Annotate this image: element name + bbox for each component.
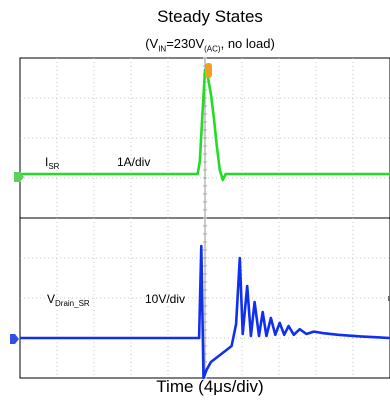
series-1-point xyxy=(201,121,203,123)
scope-traces xyxy=(19,68,390,380)
subtitle-sub-in: IN xyxy=(158,44,167,54)
ch1-marker-icon xyxy=(14,172,24,182)
series-2-point xyxy=(205,369,208,371)
series-1-name: ISR xyxy=(45,155,60,171)
series-2-point xyxy=(198,337,200,339)
subtitle-middle: =230V xyxy=(166,36,205,51)
series-2-point xyxy=(288,325,290,327)
series-1-point xyxy=(197,173,199,175)
ch2-marker-icon xyxy=(10,334,19,344)
series-2-point xyxy=(359,335,361,337)
series-1-point xyxy=(225,173,227,175)
series-2-point xyxy=(210,361,212,363)
series-2-point xyxy=(202,377,205,379)
series-2-point xyxy=(225,349,228,351)
series-2-point xyxy=(274,334,276,336)
scope-grid xyxy=(20,57,390,379)
subtitle-prefix: (V xyxy=(145,36,159,51)
series-2-point xyxy=(242,333,244,335)
series-1-point xyxy=(219,169,221,171)
series-1-point xyxy=(216,145,218,147)
series-2-point xyxy=(231,345,233,347)
x-axis-label: Time (4μs/div) xyxy=(156,377,264,396)
series-1-point xyxy=(199,161,201,163)
series-2-point xyxy=(262,311,264,313)
series-1-point xyxy=(210,93,212,95)
series-2-point xyxy=(220,353,222,355)
scope-markers xyxy=(10,63,390,344)
series-2-point xyxy=(283,334,285,336)
series-2-point xyxy=(313,331,315,333)
series-1-point xyxy=(213,117,215,119)
series-2-name: VDrain_SR xyxy=(47,292,90,308)
series-1-scale: 1A/div xyxy=(117,155,150,169)
series-2-point xyxy=(235,323,237,325)
series-2-point xyxy=(337,334,339,336)
series-2-point xyxy=(279,322,281,324)
series-2-point xyxy=(19,337,21,339)
series-1-point xyxy=(222,179,224,181)
series-2-point xyxy=(254,301,256,303)
series-2-point xyxy=(305,333,307,335)
series-2-trace xyxy=(20,244,390,380)
series-2-point xyxy=(299,328,301,330)
series-2-point xyxy=(246,285,248,287)
series-2-point xyxy=(293,334,295,336)
series-2-scale: 10V/div xyxy=(145,292,185,306)
series-2-point xyxy=(270,317,272,319)
chart-title: Steady States xyxy=(157,7,263,26)
series-2-point xyxy=(215,357,217,359)
series-2-point xyxy=(258,335,260,337)
series-2-point xyxy=(265,335,267,337)
trace-labels: ISR 1A/div VDrain_SR 10V/div xyxy=(45,155,185,308)
chart-subtitle: (VIN=230V(AC), no load) xyxy=(0,36,390,54)
right-edge-tick xyxy=(388,296,390,301)
series-2-point xyxy=(239,257,241,259)
series-2-point xyxy=(322,332,324,334)
trigger-marker-icon xyxy=(205,63,212,78)
series-2-point xyxy=(250,335,252,337)
series-2-point xyxy=(200,245,202,247)
subtitle-sub-ac: (AC) xyxy=(204,44,221,54)
subtitle-suffix: , no load) xyxy=(220,36,275,51)
